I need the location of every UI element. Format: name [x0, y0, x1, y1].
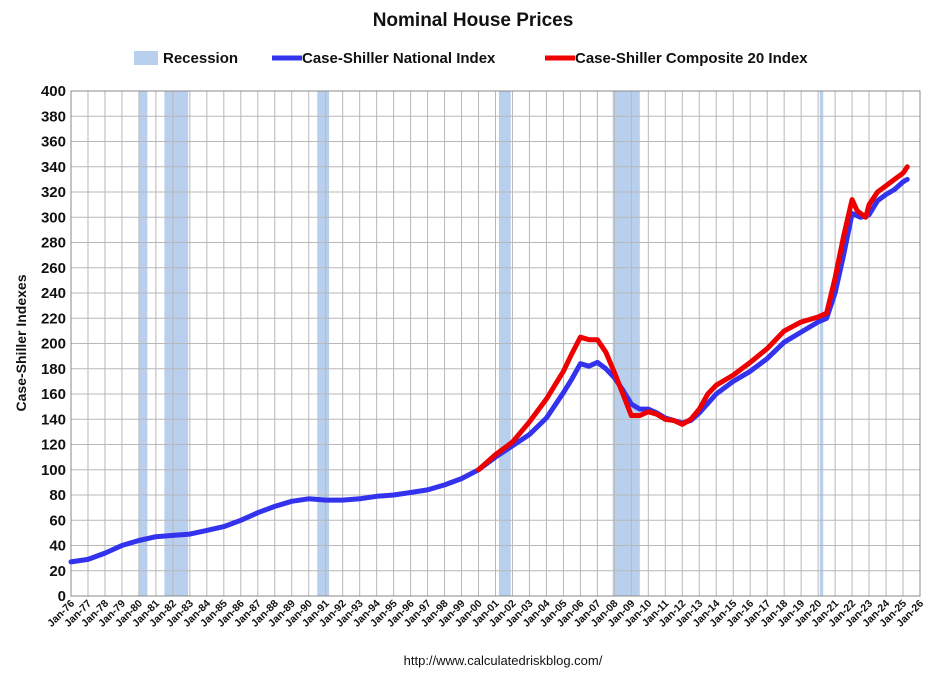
y-tick-label: 360 [41, 134, 66, 151]
y-tick-label: 340 [41, 159, 66, 176]
y-tick-label: 0 [58, 588, 66, 605]
y-tick-label: 20 [49, 563, 66, 580]
y-axis-label: Case-Shiller Indexes [13, 274, 29, 411]
series-line-composite20 [476, 164, 910, 473]
legend-label-national: Case-Shiller National Index [302, 50, 496, 67]
plot-frame [70, 90, 921, 597]
y-tick-label: 80 [49, 487, 66, 504]
y-tick-label: 200 [41, 336, 66, 353]
legend-label-recession: Recession [163, 50, 238, 67]
y-tick-label: 280 [41, 235, 66, 252]
y-tick-label: 180 [41, 361, 66, 378]
legend-label-composite20: Case-Shiller Composite 20 Index [575, 50, 808, 67]
y-tick-label: 40 [49, 538, 66, 555]
y-tick-label: 140 [41, 411, 66, 428]
legend-swatch-recession [134, 51, 158, 65]
chart-title: Nominal House Prices [373, 10, 574, 31]
y-tick-label: 100 [41, 462, 66, 479]
y-tick-label: 320 [41, 184, 66, 201]
y-tick-label: 400 [41, 83, 66, 100]
plot-area: 0 20 40 60 80 100 120 140 160 180 200 220 240 260 280 3… [41, 83, 926, 630]
y-tick-label: 240 [41, 285, 66, 302]
y-tick-label: 380 [41, 108, 66, 125]
y-tick-label: 220 [41, 310, 66, 327]
y-tick-label: 120 [41, 437, 66, 454]
y-tick-label: 260 [41, 260, 66, 277]
source-url: http://www.calculatedriskblog.com/ [404, 653, 603, 668]
y-tick-label: 300 [41, 209, 66, 226]
legend: Recession Case-Shiller National Index Ca… [134, 50, 808, 67]
series-line-national [68, 176, 910, 565]
y-tick-label: 160 [41, 386, 66, 403]
y-tick-label: 60 [49, 512, 66, 529]
